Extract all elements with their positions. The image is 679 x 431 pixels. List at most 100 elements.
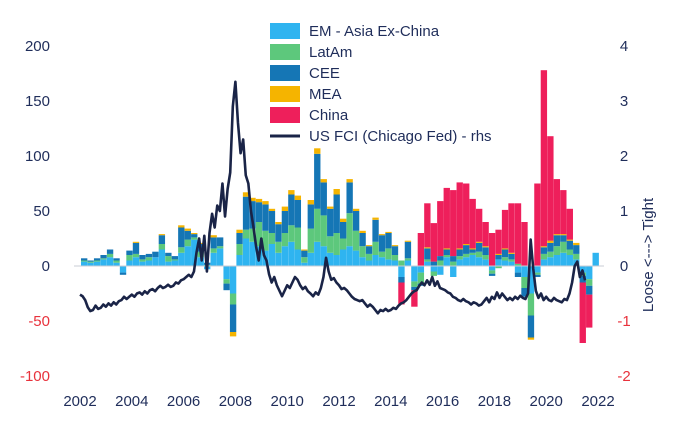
bar-latam-41: [346, 213, 353, 247]
bar-em-asia-ex-china-52: [417, 266, 425, 273]
bars-layer: [74, 70, 604, 343]
bar-mea-72: [547, 240, 554, 243]
bar-em-asia-ex-china-65: [501, 260, 509, 266]
bar-em-asia-ex-china-62: [482, 259, 489, 266]
bar-cee-51: [411, 286, 418, 291]
bar-cee-64: [495, 255, 502, 260]
bar-latam-30: [275, 241, 282, 253]
bar-latam-10: [145, 257, 153, 261]
bar-em-asia-ex-china-24: [236, 255, 243, 266]
bar-mea-17: [191, 233, 198, 235]
bar-em-asia-ex-china-17: [191, 239, 198, 266]
bar-mea-44: [365, 245, 373, 247]
bar-china-72: [547, 136, 554, 241]
bar-em-asia-ex-china-4: [106, 257, 114, 266]
bar-cee-65: [501, 249, 509, 258]
bar-cee-20: [210, 237, 217, 249]
bar-latam-37: [320, 215, 327, 247]
bar-china-63: [488, 233, 496, 266]
bar-mea-12: [158, 234, 166, 236]
bar-latam-23: [229, 293, 237, 305]
bar-latam-65: [501, 257, 509, 261]
bar-latam-16: [184, 239, 191, 247]
bar-cee-45: [372, 219, 379, 242]
bar-cee-7: [126, 250, 133, 255]
bar-mea-40: [340, 218, 347, 222]
bar-china-78: [586, 294, 593, 328]
bar-latam-74: [560, 241, 567, 253]
bar-em-asia-ex-china-54: [430, 266, 437, 272]
bar-china-59: [463, 183, 470, 244]
bar-china-54: [430, 223, 437, 262]
bar-em-asia-ex-china-8: [132, 257, 140, 266]
bar-cee-4: [106, 249, 114, 254]
bar-latam-38: [327, 236, 334, 253]
bar-china-73: [553, 179, 561, 235]
bar-latam-53: [424, 259, 431, 262]
bar-latam-15: [178, 247, 185, 253]
bar-latam-33: [294, 227, 302, 250]
bar-cee-53: [424, 248, 431, 260]
legend: EM - Asia Ex-China LatAm CEE MEA China US FCI…: [270, 23, 492, 145]
bar-latam-4: [106, 253, 114, 258]
bar-cee-37: [320, 182, 327, 216]
bar-em-asia-ex-china-36: [314, 241, 321, 266]
bar-em-asia-ex-china-71: [540, 259, 548, 266]
bar-mea-45: [372, 217, 379, 220]
bar-em-asia-ex-china-7: [126, 260, 133, 266]
legend-label: MEA: [309, 86, 342, 103]
bar-china-71: [540, 70, 548, 247]
bar-latam-75: [566, 249, 573, 255]
bar-mea-43: [359, 230, 366, 233]
bar-em-asia-ex-china-72: [547, 257, 554, 266]
bar-em-asia-ex-china-53: [424, 261, 431, 266]
bar-cee-68: [521, 288, 528, 297]
legend-swatch: [270, 44, 300, 60]
bar-em-asia-ex-china-11: [152, 257, 159, 266]
bar-cee-38: [327, 208, 334, 237]
x-tick-label: 2022: [581, 393, 614, 410]
bar-em-asia-ex-china-1: [87, 262, 94, 266]
bar-mea-16: [184, 228, 191, 231]
bar-mea-20: [210, 235, 217, 238]
bar-em-asia-ex-china-29: [268, 244, 276, 266]
bar-cee-24: [236, 233, 243, 244]
bar-em-asia-ex-china-26: [249, 241, 256, 266]
bar-latam-76: [573, 253, 580, 260]
bar-mea-26: [249, 197, 256, 202]
bar-china-55: [437, 201, 444, 257]
bar-latam-36: [314, 208, 321, 242]
bar-cee-32: [288, 194, 295, 226]
bar-cee-8: [132, 242, 140, 254]
legend-label: LatAm: [309, 44, 352, 61]
bar-cee-1: [87, 260, 94, 262]
bar-em-asia-ex-china-16: [184, 246, 191, 266]
x-axis: 2002 2004 2006 2008 2010 2012 2014 2016 2018 2020…: [63, 393, 614, 410]
bar-china-58: [456, 182, 463, 249]
bar-mea-42: [352, 208, 360, 211]
bar-latam-44: [365, 253, 373, 261]
bar-mea-27: [255, 198, 263, 203]
legend-swatch: [270, 23, 300, 39]
bar-latam-29: [268, 233, 276, 244]
bar-cee-14: [171, 256, 178, 260]
bar-cee-16: [184, 230, 191, 240]
bar-china-57: [450, 190, 457, 257]
legend-label: China: [309, 107, 349, 124]
y2-tick-label: 1: [620, 203, 628, 220]
bar-em-asia-ex-china-79: [592, 252, 599, 266]
bar-latam-55: [437, 260, 444, 266]
bar-latam-28: [262, 230, 269, 251]
bar-em-asia-ex-china-68: [521, 266, 528, 277]
bar-cee-69: [527, 315, 535, 338]
y-tick-label: 100: [25, 148, 50, 165]
bar-latam-12: [158, 244, 166, 250]
bar-em-asia-ex-china-20: [210, 252, 217, 266]
bar-cee-21: [216, 237, 224, 247]
bar-cee-43: [359, 233, 366, 247]
bar-latam-66: [508, 259, 515, 262]
bar-em-asia-ex-china-50: [404, 260, 412, 266]
bar-em-asia-ex-china-58: [456, 259, 463, 266]
bar-cee-60: [469, 249, 476, 253]
